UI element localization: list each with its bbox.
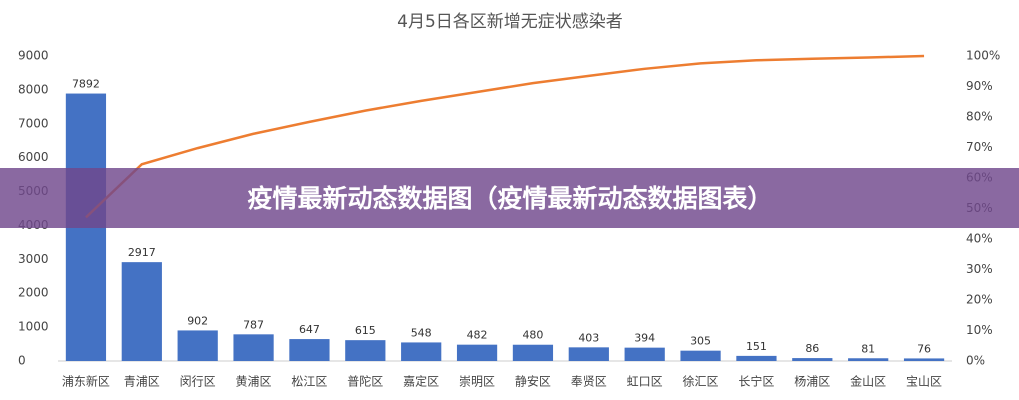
y2-tick-label: 30%: [966, 262, 993, 276]
y2-tick-label: 100%: [966, 49, 1000, 63]
x-tick-label: 奉贤区: [571, 375, 607, 389]
y2-tick-label: 40%: [966, 232, 993, 246]
x-tick-label: 黄浦区: [236, 375, 272, 389]
y2-tick-label: 80%: [966, 110, 993, 124]
y2-tick-label: 0%: [966, 354, 985, 368]
value-label: 548: [411, 326, 432, 339]
value-label: 403: [578, 331, 599, 344]
cumulative-line: [85, 54, 925, 219]
value-label: 615: [355, 324, 376, 337]
x-tick-label: 金山区: [850, 374, 886, 389]
value-label: 394: [634, 332, 655, 345]
value-label: 787: [243, 318, 264, 331]
value-label: 480: [522, 329, 543, 342]
bar: [624, 347, 665, 361]
bar: [512, 344, 554, 361]
value-label: 305: [690, 335, 711, 348]
bar: [289, 339, 330, 361]
value-label: 151: [746, 340, 767, 353]
y-tick-label: 3000: [18, 252, 49, 266]
x-tick-label: 徐汇区: [683, 374, 719, 389]
banner-text: 疫情最新动态数据图（疫情最新动态数据图表）: [247, 184, 772, 213]
y2-tick-label: 90%: [966, 79, 993, 93]
x-tick-label: 虹口区: [627, 375, 663, 389]
y-tick-label: 6000: [18, 150, 49, 164]
value-label: 482: [467, 329, 488, 342]
y-tick-label: 7000: [18, 116, 49, 130]
y-tick-label: 0: [18, 354, 26, 368]
value-label: 7892: [72, 78, 100, 91]
x-tick-label: 闵行区: [180, 374, 216, 389]
x-tick-label: 宝山区: [906, 375, 942, 389]
bar: [121, 262, 162, 361]
x-tick-label: 长宁区: [738, 374, 774, 389]
x-tick-label: 嘉定区: [403, 374, 439, 389]
x-tick-label: 青浦区: [124, 375, 160, 389]
y-tick-label: 2000: [18, 286, 49, 300]
y-tick-label: 9000: [18, 49, 49, 63]
bar: [345, 340, 386, 361]
x-tick-label: 松江区: [291, 375, 327, 389]
value-label: 76: [917, 342, 931, 355]
value-label: 86: [805, 342, 819, 355]
y-tick-label: 1000: [18, 320, 49, 334]
bar: [736, 355, 777, 361]
bar: [233, 334, 274, 361]
value-label: 647: [299, 323, 320, 336]
bar: [456, 344, 498, 361]
value-label: 81: [861, 342, 875, 355]
y2-tick-label: 10%: [966, 323, 993, 337]
bar: [401, 342, 442, 361]
chart-title: 4月5日各区新增无症状感染者: [397, 12, 623, 32]
x-tick-label: 静安区: [515, 374, 551, 389]
x-tick-label: 普陀区: [347, 374, 383, 389]
y2-tick-label: 20%: [966, 293, 993, 307]
value-label: 902: [187, 314, 208, 327]
bar: [792, 358, 833, 361]
bar: [680, 350, 721, 361]
banner-band: [0, 168, 1019, 228]
value-label: 2917: [128, 246, 156, 259]
x-tick-label: 杨浦区: [794, 374, 830, 389]
y2-tick-label: 70%: [966, 140, 993, 154]
y-tick-label: 8000: [18, 82, 49, 96]
x-tick-label: 崇明区: [459, 375, 495, 389]
bar: [848, 358, 889, 361]
bar: [568, 347, 609, 361]
bar: [903, 358, 945, 361]
x-tick-label: 浦东新区: [62, 374, 110, 389]
bar: [177, 330, 218, 361]
